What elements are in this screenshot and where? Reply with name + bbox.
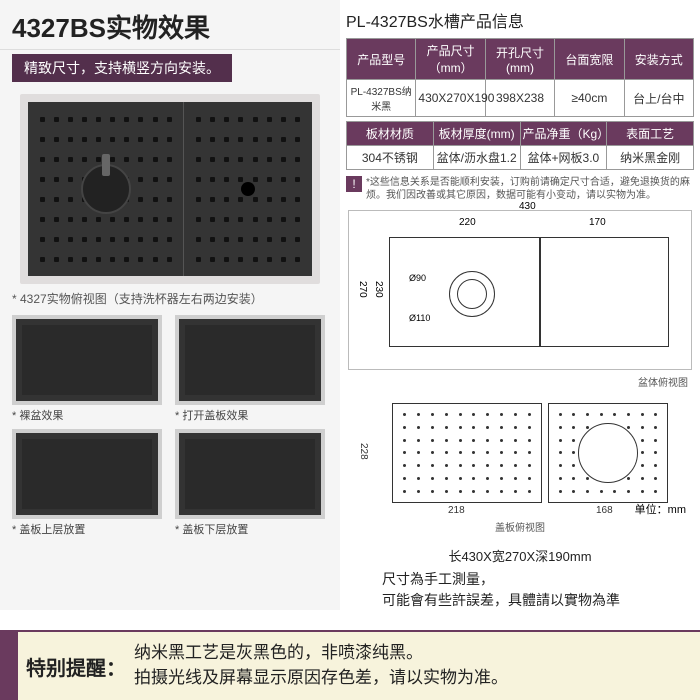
th: 产品净重（Kg）: [520, 122, 607, 146]
diagram2-label: 盖板俯视图: [346, 517, 694, 536]
td: 398X238: [485, 80, 554, 117]
dim-label: 430: [519, 201, 536, 212]
td: PL-4327BS纳米黑: [347, 80, 416, 117]
td: 430X270X190: [416, 80, 485, 117]
banner-line: 拍摄光线及屏幕显示原因存色差，请以实物为准。: [134, 668, 508, 687]
th: 板材材质: [347, 122, 434, 146]
thumbnail-grid: * 裸盆效果 * 打开盖板效果 * 盖板上层放置 * 盖板下层放置: [0, 311, 340, 541]
left-title: 4327BS实物效果: [0, 0, 340, 50]
left-panel: 4327BS实物效果 精致尺寸，支持横竖方向安装。 * 4327实物俯视图（支持…: [0, 0, 340, 610]
thumb-label: * 打开盖板效果: [175, 407, 328, 423]
td: 盆体+网板3.0: [520, 146, 607, 170]
thumb-item: * 盖板上层放置: [12, 429, 165, 537]
th: 安装方式: [624, 39, 693, 80]
spec-table-1: 产品型号 产品尺寸（mm） 开孔尺寸(mm) 台面宽限 安装方式 PL-4327…: [346, 38, 694, 117]
dimension-diagram-top: 220 170 430 270 230 Ø90 Ø110: [348, 210, 692, 370]
dim-label: 220: [459, 217, 476, 228]
td: 304不锈钢: [347, 146, 434, 170]
dim-label: 230: [373, 281, 384, 298]
th: 板材厚度(mm): [433, 122, 520, 146]
thumb-label: * 盖板上层放置: [12, 521, 165, 537]
thumb-label: * 盖板下层放置: [175, 521, 328, 537]
cup-washer-icon: [81, 164, 131, 214]
thumb-item: * 裸盆效果: [12, 315, 165, 423]
th: 开孔尺寸(mm): [485, 39, 554, 80]
spec-table-2: 板材材质 板材厚度(mm) 产品净重（Kg） 表面工艺 304不锈钢 盆体/沥水…: [346, 121, 694, 170]
th: 产品尺寸（mm）: [416, 39, 485, 80]
thumb-item: * 盖板下层放置: [175, 429, 328, 537]
left-subtitle: 精致尺寸，支持横竖方向安装。: [12, 54, 232, 82]
thumb-label: * 裸盆效果: [12, 407, 165, 423]
note-row: ! *这些信息关系是否能顺利安装，订购前请确定尺寸合适，避免退换货的麻烦。我们因…: [346, 176, 694, 202]
dim-label: Ø90: [409, 273, 426, 283]
main-caption: * 4327实物俯视图（支持洗杯器左右两边安装）: [12, 290, 328, 307]
banner-label: 特别提醒：: [18, 652, 134, 681]
right-title: PL-4327BS水槽产品信息: [346, 6, 694, 38]
dim-label: 218: [448, 505, 465, 516]
td: 纳米黑金刚: [607, 146, 694, 170]
dim-label: 168: [596, 505, 613, 516]
td: ≥40cm: [555, 80, 624, 117]
unit-label: 单位：mm: [635, 501, 686, 517]
cover-diagram: 228 218 168 单位：mm: [348, 397, 692, 517]
td: 台上/台中: [624, 80, 693, 117]
warning-icon: !: [346, 176, 362, 192]
note-line: 可能會有些許誤差，具體請以實物為準: [382, 592, 620, 608]
dim-label: 228: [358, 443, 369, 460]
dim-label: Ø110: [409, 313, 430, 323]
drain-icon: [241, 182, 255, 196]
th: 表面工艺: [607, 122, 694, 146]
th: 台面宽限: [555, 39, 624, 80]
diagram-label: 盆体俯视图: [346, 372, 694, 391]
banner-accent: [0, 632, 18, 700]
note-text: *这些信息关系是否能顺利安装，订购前请确定尺寸合适，避免退换货的麻烦。我们因改善…: [366, 176, 694, 202]
summary-dimensions: 长430X宽270X深190mm: [346, 546, 694, 565]
sink-top-view: [20, 94, 320, 284]
dim-label: 170: [589, 217, 606, 228]
banner-line: 纳米黑工艺是灰黑色的，非喷漆纯黑。: [134, 643, 423, 662]
th: 产品型号: [347, 39, 416, 80]
thumb-item: * 打开盖板效果: [175, 315, 328, 423]
bottom-banner: 特别提醒： 纳米黑工艺是灰黑色的，非喷漆纯黑。 拍摄光线及屏幕显示原因存色差，请…: [0, 630, 700, 700]
note-line: 尺寸為手工測量，: [382, 571, 494, 587]
dim-label: 270: [357, 281, 368, 298]
banner-text: 纳米黑工艺是灰黑色的，非喷漆纯黑。 拍摄光线及屏幕显示原因存色差，请以实物为准。: [134, 641, 508, 690]
right-panel: PL-4327BS水槽产品信息 产品型号 产品尺寸（mm） 开孔尺寸(mm) 台…: [340, 0, 700, 610]
td: 盆体/沥水盘1.2: [433, 146, 520, 170]
hand-measure-note: 尺寸為手工測量， 可能會有些許誤差，具體請以實物為準: [346, 565, 694, 611]
